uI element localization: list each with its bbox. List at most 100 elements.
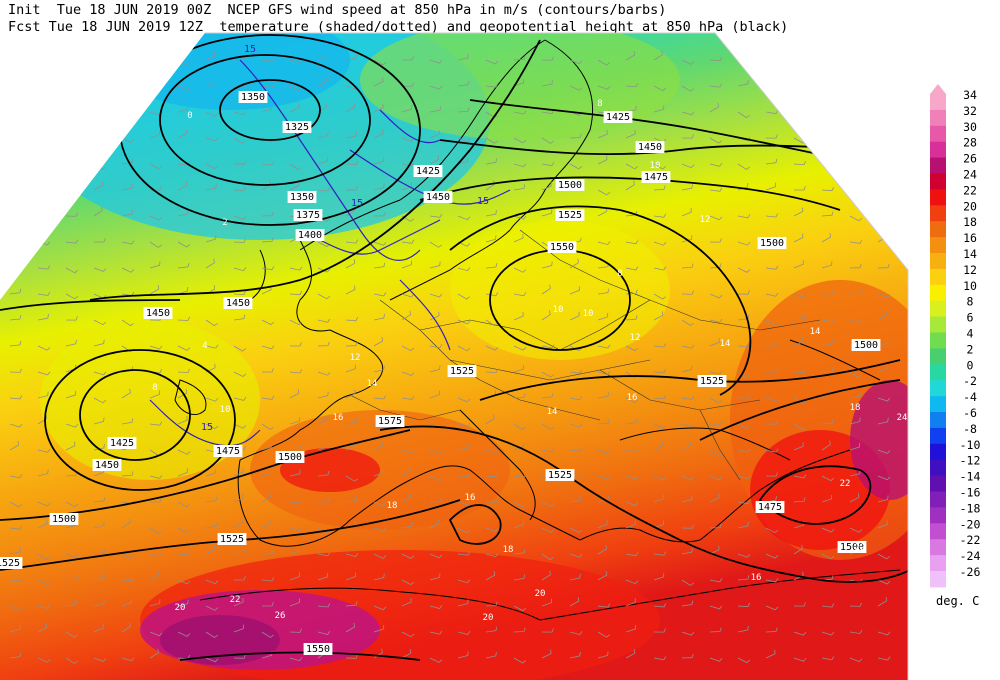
wind-barb bbox=[821, 494, 833, 503]
wind-barb bbox=[93, 574, 106, 581]
wind-barb bbox=[429, 213, 443, 218]
wind-barb bbox=[821, 419, 834, 425]
wind-barb bbox=[569, 286, 580, 295]
wind-barb bbox=[402, 56, 414, 61]
wind-barb bbox=[9, 577, 23, 582]
wind-barb bbox=[625, 315, 638, 321]
wind-barb bbox=[513, 345, 527, 351]
wind-barb bbox=[457, 80, 470, 87]
temperature-label: 18 bbox=[850, 403, 861, 413]
wind-barb bbox=[709, 475, 723, 481]
wind-barb bbox=[765, 158, 778, 165]
height-contour-label-bg bbox=[635, 141, 665, 153]
height-contour-label-bg bbox=[755, 501, 785, 513]
wind-barb bbox=[877, 397, 891, 402]
wind-barb bbox=[681, 59, 695, 65]
wind-barb bbox=[653, 311, 664, 321]
wind-barb bbox=[233, 371, 247, 377]
wind-barb bbox=[429, 390, 440, 399]
temperature-label: 16 bbox=[333, 413, 344, 423]
colorbar: 3432302826242220181614121086420-2-4-6-8-… bbox=[930, 84, 981, 588]
wind-barb bbox=[233, 597, 244, 607]
wind-barb bbox=[597, 603, 611, 608]
wind-barb bbox=[401, 137, 415, 142]
wind-barb bbox=[345, 552, 359, 557]
wind-barb bbox=[737, 575, 750, 581]
wind-barb bbox=[429, 293, 443, 298]
wind-barb bbox=[794, 186, 806, 191]
wind-barb bbox=[205, 163, 219, 169]
wind-barb bbox=[262, 368, 274, 373]
wind-barb bbox=[569, 133, 582, 139]
wind-barb bbox=[765, 627, 778, 633]
colorbar-tick-label: 28 bbox=[963, 136, 977, 150]
wind-barb bbox=[93, 397, 107, 404]
height-contour-label: 1500 bbox=[854, 340, 878, 351]
wind-barb bbox=[121, 518, 131, 529]
wind-barb bbox=[793, 368, 807, 374]
height-contour-label: 1550 bbox=[550, 242, 574, 253]
height-contour-label: 1450 bbox=[146, 308, 170, 319]
wind-barb bbox=[765, 527, 779, 534]
wind-barb bbox=[681, 653, 694, 659]
wind-barb bbox=[877, 183, 889, 191]
wind-barb bbox=[93, 319, 107, 326]
wind-barb bbox=[65, 631, 78, 638]
wind-barb bbox=[289, 628, 302, 633]
colorbar-tick-label: -20 bbox=[960, 517, 981, 531]
temperature-label: 14 bbox=[810, 327, 821, 337]
height-contour-label-bg bbox=[49, 513, 79, 525]
wind-barb bbox=[709, 162, 723, 167]
height-contour-label-bg bbox=[837, 541, 867, 553]
colorbar-tick-label: 14 bbox=[963, 247, 977, 261]
wind-barb bbox=[345, 496, 358, 503]
height-contour-label-bg bbox=[547, 241, 577, 253]
wind-barb bbox=[569, 423, 583, 428]
height-contour-label-bg bbox=[223, 297, 253, 309]
wind-barb bbox=[821, 553, 835, 560]
wind-barb bbox=[877, 656, 891, 661]
wind-barb bbox=[541, 553, 554, 561]
wind-barb bbox=[793, 631, 807, 636]
wind-barb bbox=[737, 371, 750, 378]
wind-barb bbox=[681, 495, 693, 503]
wind-barb bbox=[289, 572, 300, 581]
wind-barb bbox=[597, 155, 608, 165]
wind-barb bbox=[793, 657, 807, 662]
height-contour-label-bg bbox=[447, 365, 477, 377]
wind-barb bbox=[9, 85, 23, 91]
wind-barb bbox=[289, 369, 303, 374]
wind-barb bbox=[401, 553, 415, 559]
wind-barb bbox=[345, 341, 358, 347]
colorbar-tick-label: -16 bbox=[960, 486, 981, 500]
wind-barb bbox=[205, 111, 219, 117]
wind-barb bbox=[849, 215, 863, 222]
wind-barb bbox=[625, 501, 639, 507]
wind-barb bbox=[821, 55, 834, 61]
wind-barb bbox=[457, 397, 471, 403]
height-contour-label-bg bbox=[641, 171, 671, 183]
temperature-label: 16 bbox=[465, 493, 476, 503]
wind-barb bbox=[93, 444, 105, 451]
wind-barb bbox=[569, 573, 581, 581]
wind-barb bbox=[373, 262, 386, 269]
wind-barb bbox=[485, 137, 498, 144]
wind-barb bbox=[793, 260, 804, 269]
temperature-label: 26 bbox=[275, 611, 286, 621]
wind-barb bbox=[65, 108, 78, 114]
wind-barb bbox=[541, 310, 551, 321]
wind-barb bbox=[289, 290, 303, 296]
wind-barb bbox=[65, 59, 79, 65]
colorbar-tick-label: -2 bbox=[963, 374, 977, 388]
wind-barb bbox=[401, 162, 415, 167]
wind-barb bbox=[541, 110, 555, 115]
wind-barb bbox=[737, 393, 750, 399]
wind-barb bbox=[793, 337, 804, 347]
wind-barb bbox=[289, 657, 303, 662]
wind-barb bbox=[429, 475, 443, 481]
wind-barb bbox=[541, 182, 552, 191]
wind-barb bbox=[625, 129, 636, 139]
height-contour-label: 1500 bbox=[760, 238, 784, 249]
wind-barb bbox=[177, 345, 191, 351]
temperature-label: 20 bbox=[175, 603, 186, 613]
